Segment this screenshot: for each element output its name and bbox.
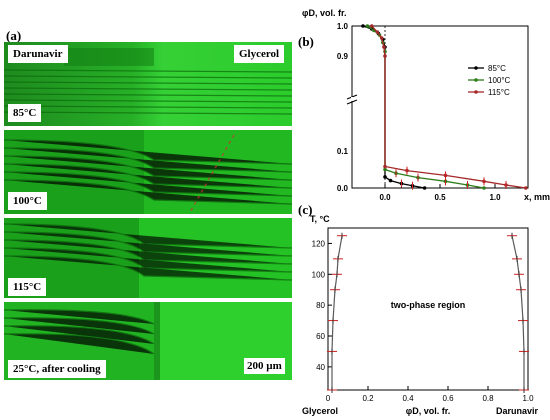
chart-c-x-tick-label: 0.4 bbox=[402, 394, 414, 403]
chart-b-data-point bbox=[370, 24, 374, 28]
chart-c-y-tick-label: 80 bbox=[316, 301, 325, 310]
chart-b-xlabel: x, mm bbox=[524, 192, 550, 202]
chart-c-x-tick-label: 0.2 bbox=[362, 394, 374, 403]
chart-c-series-1 bbox=[507, 232, 529, 393]
chart-c-region-label: two-phase region bbox=[391, 300, 466, 310]
chart-b-legend-label: 115°C bbox=[488, 88, 510, 97]
chart-c-y-tick-label: 120 bbox=[312, 239, 326, 248]
chart-b-data-point bbox=[383, 175, 387, 179]
chart-b: φD, vol. fr. x, mm 0.0 0.5 1.0 0.0 0.1 0.9 1.0 85… bbox=[302, 8, 550, 202]
chart-b-y-tick-label: 0.9 bbox=[337, 52, 349, 61]
chart-b-x-tick-label: 1.0 bbox=[489, 193, 501, 202]
panel-b-letter: (b) bbox=[298, 34, 314, 49]
chart-b-data-point bbox=[382, 45, 386, 49]
chart-b-y-tick-label: 1.0 bbox=[337, 22, 349, 31]
chart-c-frame bbox=[327, 227, 529, 391]
image-label-115: 115°C bbox=[8, 278, 47, 296]
image-label-85: 85°C bbox=[8, 104, 42, 122]
chart-b-data-point bbox=[524, 186, 528, 190]
chart-b-series-line bbox=[371, 25, 526, 189]
left-component-label: Darunavir bbox=[8, 45, 68, 63]
chart-b-ylabel: φD, vol. fr. bbox=[302, 8, 346, 18]
chart-b-y-tick-label: 0.1 bbox=[337, 147, 349, 156]
micrograph-100: 100°C bbox=[4, 130, 292, 214]
chart-b-x-tick-label: 0.0 bbox=[379, 193, 391, 202]
chart-b-legend-label: 85°C bbox=[488, 64, 506, 73]
chart-c-y-tick-label: 100 bbox=[312, 270, 326, 279]
chart-b-data-point bbox=[379, 36, 384, 40]
chart-b-data-point bbox=[361, 24, 365, 28]
chart-c-x-tick-label: 0.8 bbox=[482, 394, 494, 403]
micrograph-85-image bbox=[4, 42, 292, 126]
chart-c-y-tick-label: 40 bbox=[316, 363, 325, 372]
chart-b-data-point bbox=[383, 167, 387, 172]
chart-b-data-point bbox=[383, 54, 387, 58]
chart-b-axis-gap bbox=[351, 97, 353, 101]
chart-c-series-0 bbox=[327, 232, 347, 393]
chart-b-data-point bbox=[375, 30, 380, 34]
chart-c-x-left-label: Glycerol bbox=[302, 406, 338, 416]
micrograph-115-image bbox=[4, 218, 292, 298]
chart-b-axis-break bbox=[346, 99, 358, 105]
micrograph-25: 25°C, after cooling 200 µm bbox=[4, 302, 292, 380]
chart-b-y-tick-label: 0.0 bbox=[337, 184, 349, 193]
chart-b-legend-marker bbox=[474, 90, 478, 94]
chart-b-data-point bbox=[482, 186, 486, 190]
chart-b-data-point bbox=[388, 178, 393, 183]
chart-b-x-tick-label: 0.5 bbox=[434, 193, 446, 202]
chart-c-x-right-label: Darunavir bbox=[496, 406, 539, 416]
chart-c: T, °C 40 60 80 100 120 0 0.2 0.4 0.6 0.8 1.0 φD, vol… bbox=[302, 214, 539, 416]
micrograph-100-image bbox=[4, 130, 292, 214]
chart-b-series-0 bbox=[361, 24, 427, 190]
chart-b-series-line bbox=[362, 25, 425, 189]
micrograph-85: Darunavir Glycerol 85°C bbox=[4, 42, 292, 126]
chart-c-ylabel: T, °C bbox=[310, 214, 330, 224]
chart-b-data-point bbox=[383, 164, 387, 169]
image-label-25: 25°C, after cooling bbox=[8, 360, 106, 378]
panel-c-letter: (c) bbox=[298, 202, 313, 217]
chart-c-x-tick-label: 0 bbox=[326, 394, 331, 403]
chart-b-data-point bbox=[422, 186, 427, 190]
right-component-label: Glycerol bbox=[234, 45, 285, 63]
chart-c-x-tick-label: 0.6 bbox=[442, 394, 454, 403]
panel-a-letter: (a) bbox=[6, 28, 22, 43]
chart-b-data-point bbox=[365, 24, 370, 28]
scale-bar-label: 200 µm bbox=[244, 358, 285, 374]
chart-b-legend-label: 100°C bbox=[488, 76, 511, 85]
chart-c-y-tick-label: 60 bbox=[316, 332, 325, 341]
micrograph-115: 115°C bbox=[4, 218, 292, 298]
chart-b-series-2 bbox=[370, 24, 528, 190]
chart-c-xlabel: φD, vol. fr. bbox=[406, 406, 450, 416]
chart-c-x-tick-label: 1.0 bbox=[522, 394, 534, 403]
chart-b-legend-marker bbox=[474, 66, 478, 70]
chart-b-frame bbox=[351, 25, 529, 189]
image-label-100: 100°C bbox=[8, 192, 47, 210]
chart-b-legend-marker bbox=[474, 78, 478, 82]
